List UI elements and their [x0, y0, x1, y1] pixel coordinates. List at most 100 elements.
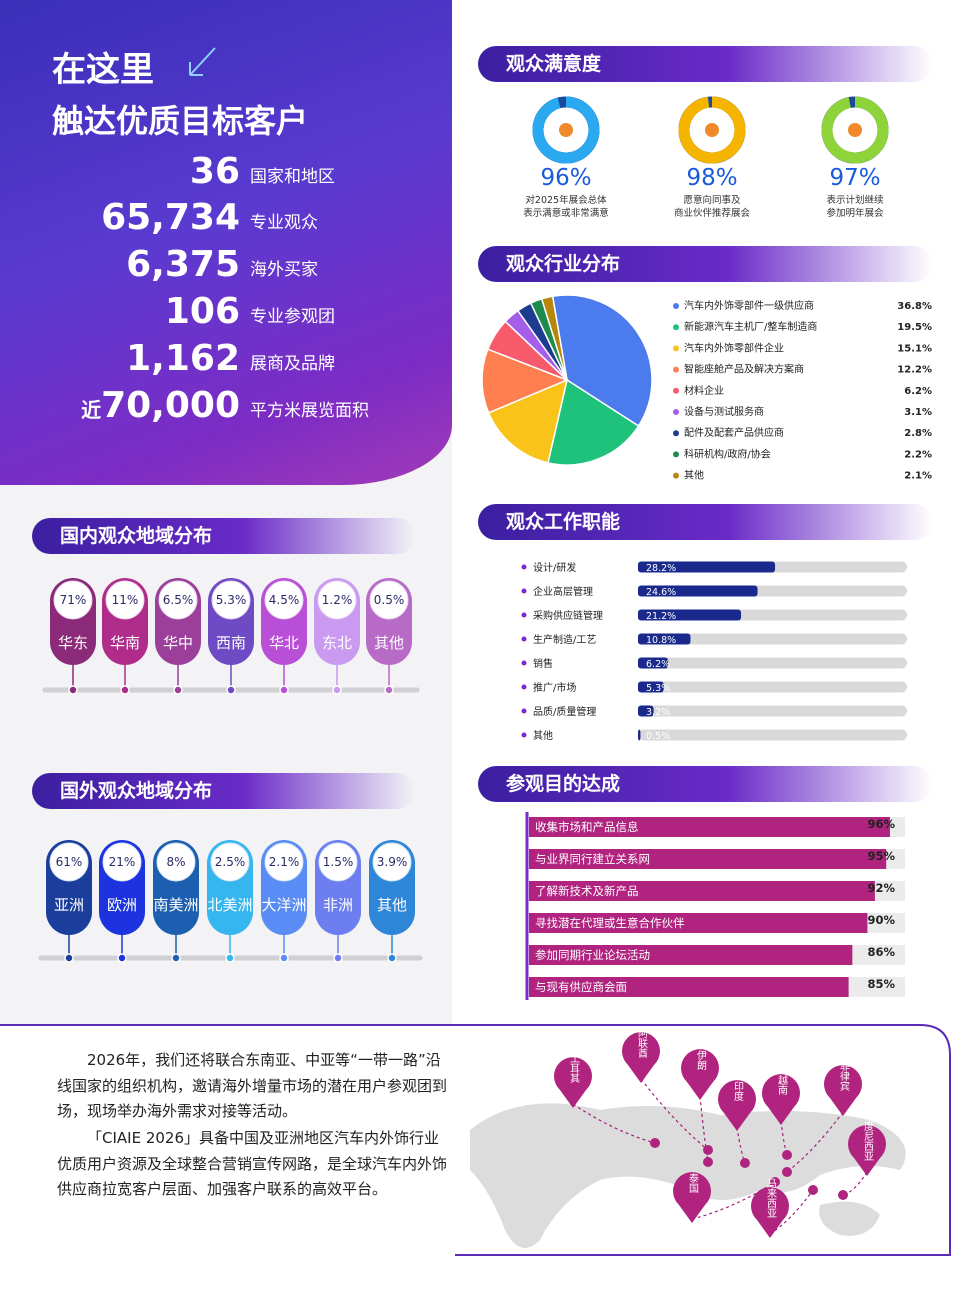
bar-value: 5.3%	[646, 683, 670, 694]
donut-icon	[705, 123, 719, 137]
route-dot	[740, 1158, 750, 1168]
map-label: 伊朗	[695, 1050, 707, 1071]
region-share: 5.3%	[216, 593, 247, 607]
donut-arc	[532, 96, 600, 164]
legend-label: 智能座舱产品及解决方案商	[684, 363, 804, 376]
job-label: 其他	[533, 729, 553, 742]
map-label: 泰国	[687, 1172, 699, 1194]
legend-value: 36.8%	[897, 301, 932, 312]
legend-value: 2.2%	[904, 449, 932, 460]
bar-value: 96%	[867, 817, 895, 831]
satisfaction-desc: 参加明年展会	[826, 207, 884, 219]
bullet	[521, 660, 527, 666]
bullet	[521, 636, 527, 642]
stat-label: 平方米展览面积	[250, 401, 369, 421]
region-share: 1.2%	[322, 593, 353, 607]
legend-swatch	[673, 345, 679, 352]
bar-track	[638, 729, 907, 741]
bar-value: 21.2%	[646, 611, 676, 622]
bar	[638, 657, 669, 669]
stat-value: 106	[164, 291, 240, 332]
route-dot	[808, 1185, 818, 1195]
donut-icon	[559, 123, 573, 137]
purpose-label: 与现有供应商会面	[535, 980, 627, 994]
legend-label: 材料企业	[684, 384, 724, 397]
route-dot	[703, 1145, 713, 1155]
route-dot	[838, 1190, 848, 1200]
bar-value: 28.2%	[646, 563, 676, 574]
bar-value: 85%	[867, 977, 895, 991]
route-dot	[650, 1138, 660, 1148]
donut-arc	[821, 96, 889, 164]
route-dot	[770, 1177, 780, 1187]
stat-value: 1,162	[126, 338, 240, 379]
map-pin	[681, 1049, 719, 1100]
map-pin	[621, 1032, 660, 1083]
hero-title: 在这里	[52, 50, 154, 90]
region-name: 华中	[163, 634, 193, 652]
timeline-dot	[173, 685, 183, 695]
legend-swatch	[673, 324, 679, 331]
legend-swatch	[673, 387, 679, 394]
purpose-label: 了解新技术及新产品	[535, 884, 639, 898]
bar-value: 86%	[867, 945, 895, 959]
bar	[638, 609, 742, 621]
purpose-label: 收集市场和产品信息	[535, 820, 639, 834]
bar	[529, 849, 887, 869]
legend-swatch	[673, 472, 679, 479]
section-header: 参观目的达成	[478, 766, 933, 802]
bar	[529, 945, 853, 965]
bar-value: 92%	[867, 881, 895, 895]
job-label: 生产制造/工艺	[533, 633, 596, 646]
bullet	[521, 684, 527, 690]
region-name: 西南	[216, 634, 246, 652]
legend-swatch	[673, 303, 679, 309]
legend-swatch	[673, 366, 679, 373]
bar-value: 24.6%	[646, 587, 676, 598]
job-label: 采购供应链管理	[533, 609, 603, 622]
legend-value: 15.1%	[897, 343, 932, 354]
legend-label: 科研机构/政府/协会	[684, 447, 771, 460]
donut-arc	[678, 96, 746, 164]
map-pin	[553, 1057, 592, 1108]
stat-value: 65,734	[101, 197, 240, 238]
legend-swatch	[673, 451, 679, 458]
stat-number: 1,162	[0, 336, 240, 382]
route-dot	[782, 1150, 792, 1160]
legend-value: 6.2%	[904, 386, 932, 397]
pill-badge	[211, 580, 251, 620]
bullet	[521, 612, 527, 618]
donut-icon	[848, 123, 862, 137]
job-label: 企业高层管理	[533, 585, 593, 598]
section-header: 观众满意度	[478, 46, 933, 82]
map-label: 土耳其	[568, 1052, 580, 1084]
section-header: 观众工作职能	[478, 504, 933, 540]
section-header: 观众行业分布	[478, 246, 933, 282]
timeline-dot	[279, 685, 289, 695]
pill-badge	[210, 842, 250, 882]
legend-swatch	[673, 430, 679, 437]
pie-slice	[540, 295, 568, 381]
pill-badge	[317, 580, 357, 620]
legend-value: 3.1%	[904, 407, 932, 418]
pill-badge	[318, 842, 358, 882]
region-name: 东北	[322, 634, 352, 652]
legend-label: 其他	[684, 469, 704, 482]
bar-track	[638, 705, 907, 717]
bar	[638, 561, 776, 573]
stat-number: 65,734	[0, 195, 240, 241]
region-name: 其他	[377, 896, 407, 914]
satisfaction-value: 98%	[686, 165, 737, 191]
region-name: 华东	[58, 634, 88, 652]
stat-value: 70,000	[101, 385, 240, 426]
region-share: 2.1%	[269, 855, 300, 869]
pill-badge	[372, 842, 412, 882]
stat-prefix: 近	[81, 398, 102, 422]
region-name: 亚洲	[54, 896, 84, 914]
footer-frame	[0, 1024, 951, 1256]
region-name: 其他	[374, 634, 404, 652]
pie-slice	[487, 378, 569, 464]
bar-value: 10.8%	[646, 635, 676, 646]
legend-swatch	[673, 409, 679, 415]
